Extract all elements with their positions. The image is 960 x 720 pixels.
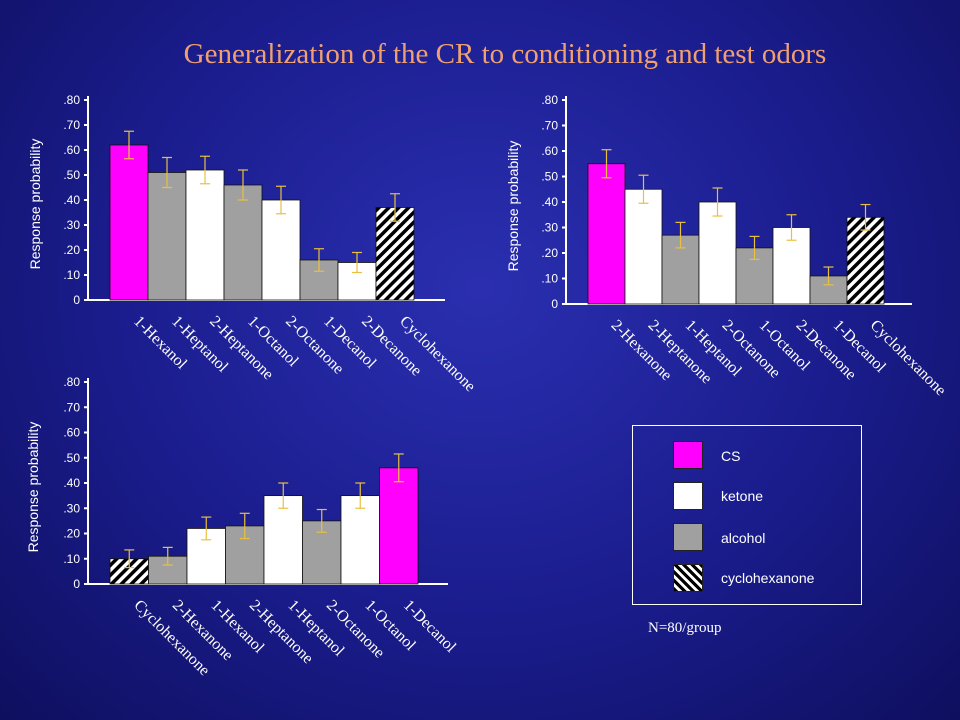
y-tick-label: .50 — [63, 168, 80, 182]
bar-1-hexanol — [109, 144, 149, 301]
y-tick-label: .20 — [63, 527, 80, 541]
y-tick-label: .70 — [63, 400, 80, 414]
y-axis-label: Response probability — [27, 139, 43, 270]
bar-cyclohexanone — [375, 207, 415, 301]
y-tick-label: .40 — [541, 195, 558, 209]
y-tick-label: .40 — [63, 193, 80, 207]
bar-2-octanone — [698, 201, 737, 305]
legend-label-alcohol: alcohol — [721, 530, 766, 546]
y-tick-label: .80 — [63, 93, 80, 107]
legend-label-cs: CS — [721, 448, 741, 464]
legend-swatch-ketone — [673, 482, 703, 510]
y-tick-label: .60 — [63, 143, 80, 157]
y-tick-label: .30 — [541, 221, 558, 235]
legend-swatch-cs — [673, 441, 703, 469]
bar-2-hexanone — [587, 163, 626, 305]
y-tick-label: .50 — [63, 451, 80, 465]
legend: CS ketone alcohol cyclohexanone — [632, 425, 862, 605]
y-tick-label: .10 — [63, 268, 80, 282]
sample-size-note: N=80/group — [648, 620, 722, 636]
legend-label-cyclohexanone: cyclohexanone — [721, 570, 815, 586]
y-tick-label: .50 — [541, 170, 558, 184]
y-tick-label: .60 — [63, 426, 80, 440]
legend-swatch-cyclohexanone — [673, 564, 703, 592]
bar-1-decanol — [379, 467, 419, 585]
y-tick-label: .80 — [541, 93, 558, 107]
y-tick-label: .80 — [63, 375, 80, 389]
y-tick-label: .20 — [63, 243, 80, 257]
y-tick-label: 0 — [73, 293, 80, 307]
legend-label-ketone: ketone — [721, 488, 764, 504]
y-tick-label: 0 — [551, 297, 558, 311]
y-tick-label: .30 — [63, 501, 80, 515]
y-tick-label: .10 — [541, 272, 558, 286]
bar-2-octanone — [261, 199, 301, 301]
bar-1-octanol — [223, 184, 263, 301]
chart-bottom-left: Response probability 0 .10 .20 .30 .40 .50 .60.… — [25, 375, 459, 679]
y-tick-label: .60 — [541, 144, 558, 158]
bar-2-heptanone — [624, 188, 663, 305]
legend-swatch-alcohol — [673, 523, 703, 551]
y-tick-label: .40 — [63, 476, 80, 490]
y-tick-label: .20 — [541, 246, 558, 260]
y-axis-label: Response probability — [505, 141, 521, 272]
y-tick-label: .30 — [63, 218, 80, 232]
bar-1-heptanol — [147, 172, 187, 301]
y-axis-label: Response probability — [25, 422, 41, 553]
y-tick-label: 0 — [73, 577, 80, 591]
chart-top-left: Response probability 0 .10 .20 .30 .40 .50 .60.… — [27, 93, 479, 395]
bar-1-octanol — [340, 495, 380, 585]
bar-cyclohexanone — [846, 216, 885, 305]
bar-1-heptanol — [263, 495, 303, 585]
chart-top-right: Response probability 0 .10 .20 .30 .40 .50 .60.… — [505, 93, 949, 399]
y-tick-label: .70 — [541, 119, 558, 133]
y-tick-label: .70 — [63, 118, 80, 132]
y-tick-label: .10 — [63, 552, 80, 566]
page-title: Generalization of the CR to conditioning… — [183, 38, 827, 70]
bar-2-heptanone — [185, 169, 225, 301]
